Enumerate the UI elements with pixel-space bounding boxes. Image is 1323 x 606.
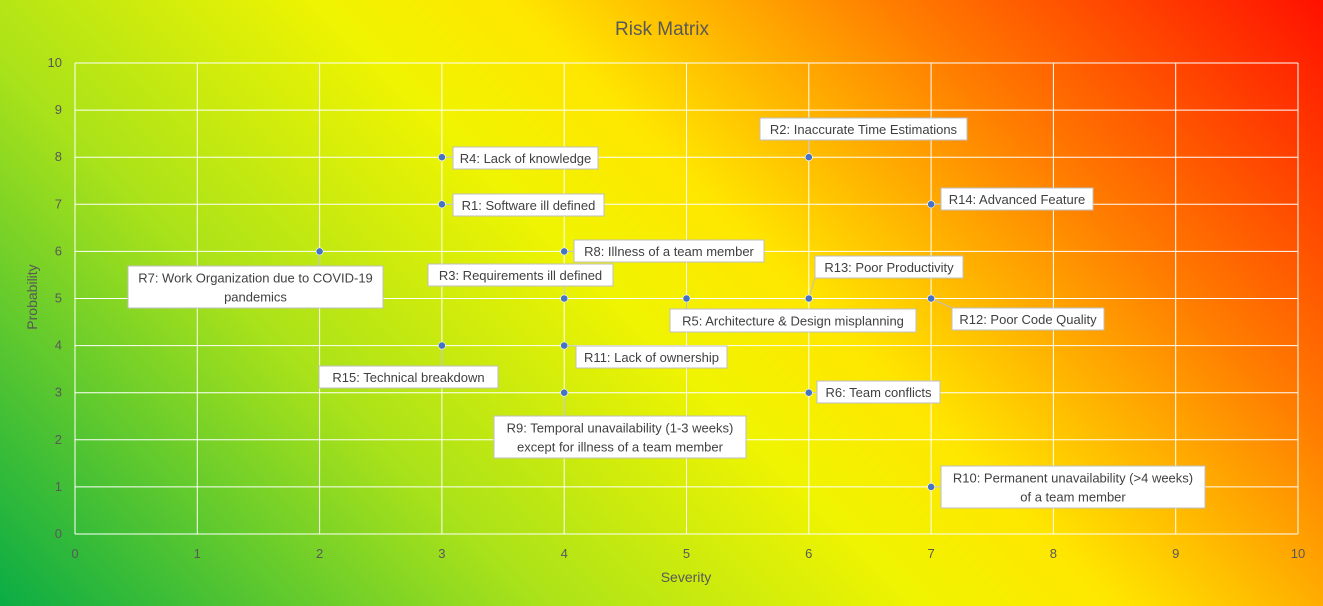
data-point-r8 [560, 247, 569, 256]
y-tick-label: 9 [55, 102, 62, 117]
data-label-r14: R14: Advanced Feature [949, 192, 1086, 207]
x-tick-label: 1 [194, 546, 201, 561]
callout-box-r1 [452, 193, 605, 217]
x-axis-title: Severity [661, 569, 712, 585]
x-tick-label: 9 [1172, 546, 1179, 561]
data-label-r7: pandemics [224, 290, 287, 305]
callout-box-r10 [940, 465, 1206, 509]
x-tick-label: 8 [1050, 546, 1057, 561]
callout-box-r8 [573, 239, 765, 263]
callouts: R1: Software ill defined R2: Inaccurate T… [127, 117, 1206, 509]
data-label-r11: R11: Lack of ownership [584, 350, 719, 365]
data-label-r8: R8: Illness of a team member [584, 244, 754, 259]
data-point-r2 [804, 153, 813, 162]
y-tick-label: 1 [55, 479, 62, 494]
data-point-r6 [804, 388, 813, 397]
data-label-r5: R5: Architecture & Design misplanning [682, 314, 904, 329]
x-tick-label: 3 [438, 546, 445, 561]
data-point-r4 [437, 153, 446, 162]
data-label-r9: except for illness of a team member [517, 440, 724, 455]
y-tick-label: 10 [48, 55, 62, 70]
x-tick-label: 4 [561, 546, 568, 561]
callout-box-r6 [816, 380, 941, 404]
data-point-r15 [437, 341, 446, 350]
x-tick-label: 7 [927, 546, 934, 561]
data-label-r4: R4: Lack of knowledge [460, 151, 592, 166]
data-point-r7 [315, 247, 324, 256]
data-label-r13: R13: Poor Productivity [824, 260, 954, 275]
x-tick-label: 2 [316, 546, 323, 561]
data-point-r1 [437, 200, 446, 209]
y-tick-label: 4 [55, 338, 62, 353]
data-point-r12 [927, 294, 935, 303]
y-tick-label: 5 [55, 291, 62, 306]
callout-box-r2 [759, 117, 968, 141]
data-label-r12: R12: Poor Code Quality [959, 312, 1097, 327]
y-tick-label: 6 [55, 243, 62, 258]
data-label-r7: R7: Work Organization due to COVID-19 [138, 271, 373, 286]
data-point-r11 [560, 341, 569, 350]
callout-box-r3 [427, 263, 614, 287]
data-points [315, 153, 935, 491]
data-point-r13 [804, 294, 813, 303]
callout-box-r9 [493, 415, 747, 459]
callout-box-r4 [452, 146, 599, 170]
y-tick-label: 2 [55, 432, 62, 447]
y-tick-label: 3 [55, 385, 62, 400]
callout-box-r12 [951, 307, 1105, 331]
x-tick-label: 0 [71, 546, 78, 561]
y-tick-label: 8 [55, 149, 62, 164]
data-label-r10: of a team member [1020, 490, 1126, 505]
callout-box-r7 [127, 265, 384, 309]
callout-box-r5 [669, 308, 917, 333]
callout-box-r15 [318, 365, 499, 389]
data-label-r9: R9: Temporal unavailability (1-3 weeks) [507, 421, 734, 436]
data-label-r3: R3: Requirements ill defined [439, 268, 602, 283]
data-label-r1: R1: Software ill defined [462, 198, 596, 213]
data-point-r3 [560, 294, 569, 303]
data-label-r10: R10: Permanent unavailability (>4 weeks) [953, 471, 1193, 486]
data-label-r2: R2: Inaccurate Time Estimations [770, 122, 958, 137]
data-point-r5 [682, 294, 691, 303]
callout-box-r11 [575, 345, 728, 369]
callout-box-r13 [814, 255, 964, 279]
y-tick-label: 7 [55, 196, 62, 211]
x-tick-label: 5 [683, 546, 690, 561]
data-point-r10 [927, 482, 935, 491]
data-point-r9 [560, 388, 569, 397]
data-point-r14 [927, 200, 935, 209]
chart-title: Risk Matrix [615, 19, 709, 40]
x-tick-label: 10 [1291, 546, 1305, 561]
x-tick-label: 6 [805, 546, 812, 561]
callout-box-r14 [940, 187, 1094, 211]
data-label-r15: R15: Technical breakdown [332, 370, 484, 385]
y-tick-label: 0 [55, 526, 62, 541]
data-label-r6: R6: Team conflicts [826, 385, 932, 400]
y-axis-title: Probability [24, 264, 40, 329]
axis-ticks: 0 1 2 3 4 5 6 7 8 9 10 0 1 2 3 4 5 6 7 8 9 10 [48, 55, 1306, 561]
